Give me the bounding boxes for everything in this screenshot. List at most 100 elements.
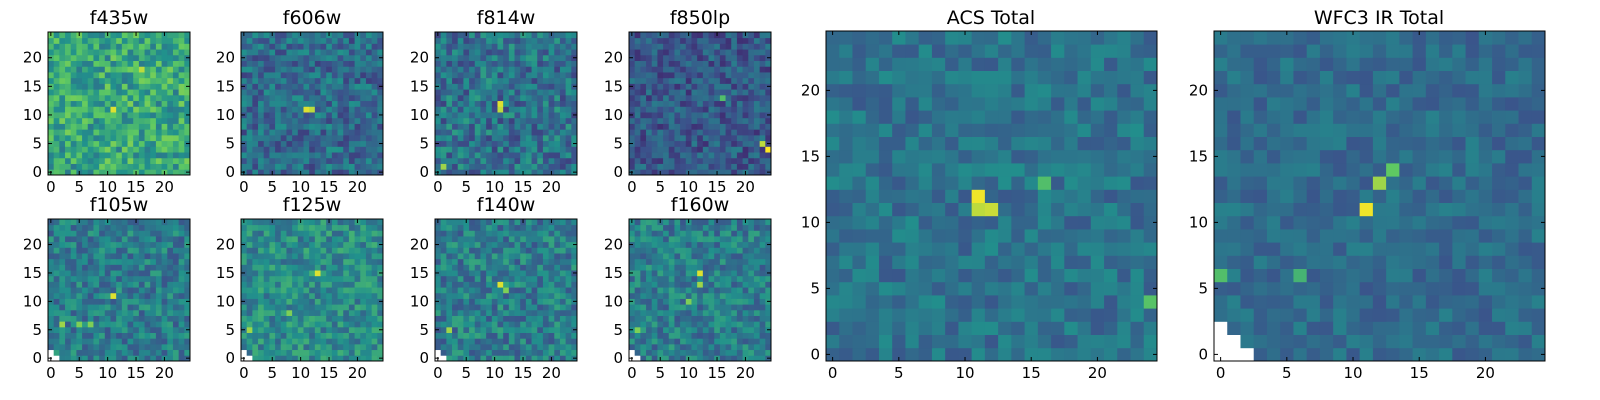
- heatmap-cell: [121, 270, 128, 277]
- heatmap-cell: [559, 72, 567, 79]
- heatmap-cell: [337, 77, 344, 84]
- heatmap-cell: [537, 264, 544, 271]
- heatmap-cell: [246, 152, 253, 159]
- heatmap-cell: [138, 83, 145, 90]
- heatmap-cell: [150, 54, 157, 61]
- heatmap-cell: [246, 315, 253, 322]
- heatmap-cell: [708, 140, 715, 147]
- heatmap-cell: [309, 60, 316, 67]
- heatmap-cell: [565, 321, 572, 328]
- heatmap-cell: [320, 83, 327, 90]
- heatmap-cell: [303, 123, 310, 130]
- heatmap-cell: [685, 77, 692, 84]
- heatmap-cell: [320, 343, 327, 351]
- heatmap-cell: [116, 112, 123, 119]
- heatmap-cell: [646, 163, 653, 170]
- heatmap-cell: [651, 163, 658, 170]
- heatmap-cell: [548, 281, 555, 288]
- heatmap-cell: [178, 100, 185, 107]
- heatmap-cell: [457, 129, 464, 136]
- heatmap-cell: [480, 230, 487, 237]
- heatmap-cell: [486, 264, 493, 271]
- heatmap-cell: [184, 66, 191, 73]
- heatmap-cell: [320, 287, 327, 294]
- heatmap-cell: [246, 230, 253, 237]
- heatmap-cell: [360, 355, 367, 362]
- heatmap-cell: [520, 77, 527, 84]
- heatmap-cell: [269, 258, 276, 265]
- heatmap-cell: [646, 129, 653, 136]
- heatmap-cell: [127, 219, 134, 226]
- heatmap-cell: [104, 163, 111, 170]
- heatmap-cell: [663, 60, 670, 67]
- heatmap-cell: [714, 112, 721, 119]
- heatmap-cell: [309, 298, 316, 305]
- heatmap-cell: [314, 219, 321, 226]
- x-tick-label: 15: [126, 364, 145, 382]
- heatmap-cell: [491, 236, 498, 243]
- heatmap-cell: [685, 315, 692, 322]
- y-tick-label: 20: [604, 49, 623, 67]
- heatmap-cell: [241, 287, 248, 294]
- heatmap-cell: [99, 321, 106, 328]
- heatmap-cell: [303, 332, 310, 339]
- heatmap-cell: [144, 72, 151, 79]
- heatmap-cell: [691, 281, 698, 288]
- heatmap-cell: [280, 152, 287, 159]
- heatmap-cell: [719, 332, 726, 339]
- heatmap-cell: [531, 32, 538, 39]
- heatmap-cell: [554, 54, 561, 61]
- heatmap-cell: [70, 236, 77, 243]
- heatmap-cell: [104, 66, 111, 73]
- heatmap-cell: [337, 292, 344, 299]
- heatmap-cell: [161, 275, 168, 282]
- heatmap-cell: [680, 315, 687, 322]
- heatmap-cell: [326, 54, 333, 61]
- heatmap-cell: [93, 140, 100, 147]
- heatmap-cell: [725, 287, 732, 294]
- heatmap-cell: [640, 275, 647, 282]
- heatmap-cell: [714, 37, 721, 44]
- heatmap-cell: [348, 49, 355, 56]
- heatmap-cell: [765, 315, 772, 322]
- heatmap-cell: [491, 326, 498, 333]
- heatmap-cell: [503, 304, 510, 311]
- heatmap-cell: [263, 49, 270, 56]
- heatmap-cell: [331, 117, 338, 124]
- heatmap-cell: [59, 332, 66, 339]
- heatmap-cell: [309, 241, 316, 248]
- heatmap-cell: [292, 304, 299, 311]
- heatmap-cell: [292, 281, 299, 288]
- heatmap-cell: [303, 106, 310, 113]
- heatmap-cell: [343, 129, 350, 136]
- heatmap-cell: [48, 134, 55, 142]
- heatmap-cell: [144, 275, 151, 282]
- heatmap-cell: [104, 287, 111, 294]
- heatmap-cell: [167, 349, 174, 356]
- heatmap-cell: [452, 163, 459, 170]
- heatmap-cell: [150, 224, 157, 231]
- heatmap-cell: [53, 326, 60, 333]
- heatmap-cell: [343, 304, 350, 311]
- heatmap-cell: [559, 100, 567, 107]
- heatmap-cell: [269, 332, 276, 339]
- heatmap-cell: [446, 355, 453, 362]
- heatmap-cell: [759, 321, 766, 328]
- heatmap-cell: [53, 219, 60, 226]
- heatmap-cell: [178, 106, 185, 113]
- heatmap-cell: [172, 241, 180, 248]
- heatmap-cell: [691, 326, 698, 333]
- axes-frame: [434, 31, 578, 176]
- heatmap-cell: [657, 321, 664, 328]
- heatmap-cell: [542, 89, 549, 96]
- heatmap-cell: [121, 77, 128, 84]
- heatmap-cell: [508, 37, 515, 44]
- heatmap-cell: [759, 32, 766, 39]
- heatmap-cell: [537, 54, 544, 61]
- heatmap-cell: [469, 152, 476, 159]
- heatmap-cell: [70, 309, 77, 316]
- heatmap-cell: [736, 129, 743, 136]
- heatmap-cell: [133, 304, 140, 311]
- heatmap-cell: [657, 54, 664, 61]
- heatmap-cell: [53, 253, 60, 260]
